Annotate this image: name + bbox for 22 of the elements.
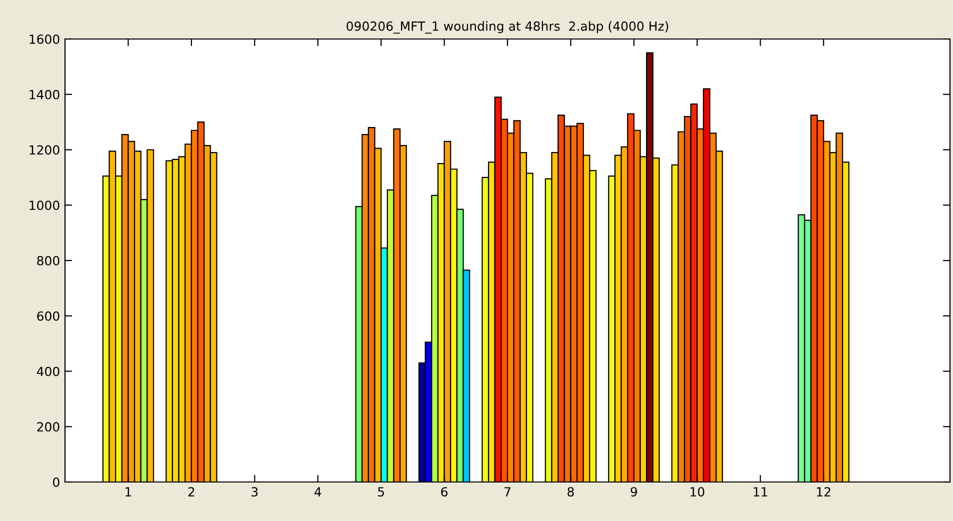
y-tick-label: 1000	[30, 200, 60, 210]
x-tick-label: 9	[630, 487, 638, 497]
x-tick-label: 3	[252, 487, 258, 497]
y-tick-label: 800	[37, 256, 60, 266]
x-tick-label: 6	[441, 487, 448, 497]
y-tick-label: 0	[53, 477, 60, 487]
x-tick-label: 7	[504, 487, 510, 496]
x-tick-label: 11	[754, 487, 768, 496]
y-tick-label: 1600	[30, 34, 60, 44]
x-tick-label: 4	[314, 487, 322, 496]
y-tick-label: 400	[36, 366, 60, 376]
x-tick-label: 8	[568, 487, 574, 497]
x-tick-label: 1	[126, 487, 132, 496]
x-tick-label: 10	[690, 487, 704, 497]
chart-title: 090206_MFT_1 wounding at 48hrs 2.abp (4000 Hz)	[346, 21, 668, 34]
y-tick-label: 1400	[30, 90, 60, 100]
y-tick-label: 200	[37, 422, 60, 432]
y-tick-label: 1200	[30, 145, 60, 155]
y-tick-label: 600	[37, 311, 60, 321]
x-tick-label: 5	[378, 487, 384, 497]
x-tick-label: 2	[188, 487, 194, 496]
x-tick-label: 12	[816, 487, 830, 496]
